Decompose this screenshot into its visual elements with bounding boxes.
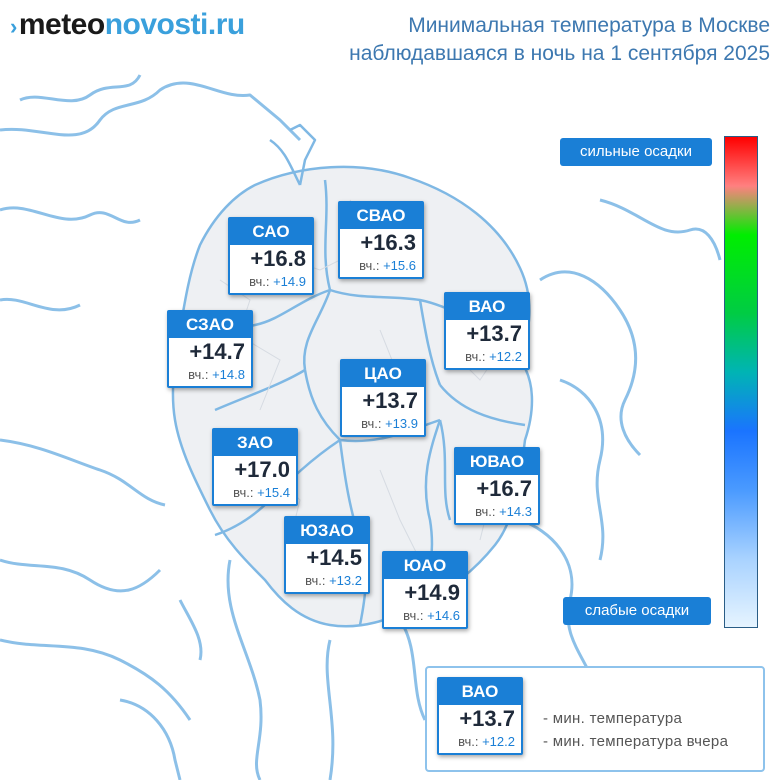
district-name: ЮАО — [384, 553, 466, 579]
prev-temperature: +14.3 — [499, 504, 532, 519]
prev-label: вч.: — [458, 734, 479, 749]
prev-temperature: +15.6 — [383, 258, 416, 273]
scale-label-heavy: сильные осадки — [560, 138, 712, 166]
min-temperature: +16.3 — [360, 230, 416, 255]
logo-part-meteo: meteo — [18, 8, 105, 41]
district-name: ЗАО — [214, 430, 296, 456]
scale-label-light: слабые осадки — [563, 597, 711, 625]
prev-temperature-row: вч.: +15.4 — [214, 482, 296, 504]
prev-temperature-row: вч.: +14.6 — [384, 605, 466, 627]
district-card-tsao[interactable]: ЦАО +13.7 вч.: +13.9 — [340, 359, 426, 437]
prev-temperature: +13.2 — [329, 573, 362, 588]
precipitation-color-scale — [724, 136, 758, 628]
prev-label: вч.: — [188, 367, 209, 382]
legend-example-card: ВАО +13.7 вч.: +12.2 — [437, 677, 523, 755]
logo-part-novosti: novosti.ru — [104, 8, 246, 41]
legend-line-min-temp: - мин. температура — [543, 710, 683, 727]
district-card-yuao[interactable]: ЮАО +14.9 вч.: +14.6 — [382, 551, 468, 629]
min-temperature: +13.7 — [459, 706, 515, 731]
prev-label: вч.: — [233, 485, 254, 500]
prev-label: вч.: — [465, 349, 486, 364]
prev-temperature: +14.8 — [212, 367, 245, 382]
min-temperature: +16.7 — [476, 476, 532, 501]
min-temperature: +14.7 — [189, 339, 245, 364]
min-temperature: +16.8 — [250, 246, 306, 271]
prev-label: вч.: — [305, 573, 326, 588]
prev-temperature: +13.9 — [385, 416, 418, 431]
min-temperature: +13.7 — [466, 321, 522, 346]
district-card-svao[interactable]: СВАО +16.3 вч.: +15.6 — [338, 201, 424, 279]
district-card-sao[interactable]: САО +16.8 вч.: +14.9 — [228, 217, 314, 295]
prev-temperature: +14.6 — [427, 608, 460, 623]
min-temperature: +14.5 — [306, 545, 362, 570]
prev-label: вч.: — [403, 608, 424, 623]
prev-temperature-row: вч.: +12.2 — [446, 346, 528, 368]
district-name: ВАО — [439, 679, 521, 705]
district-name: САО — [230, 219, 312, 245]
district-card-yuvao[interactable]: ЮВАО +16.7 вч.: +14.3 — [454, 447, 540, 525]
prev-temperature-row: вч.: +14.8 — [169, 364, 251, 386]
prev-label: вч.: — [359, 258, 380, 273]
prev-label: вч.: — [249, 274, 270, 289]
prev-temperature-row: вч.: +13.9 — [342, 413, 424, 435]
prev-temperature-row: вч.: +13.2 — [286, 570, 368, 592]
prev-temperature-row: вч.: +14.9 — [230, 271, 312, 293]
district-name: ЮЗАО — [286, 518, 368, 544]
page-title: Минимальная температура в Москве наблюда… — [349, 12, 770, 68]
prev-temperature: +12.2 — [489, 349, 522, 364]
prev-temperature-row: вч.: +15.6 — [340, 255, 422, 277]
prev-temperature: +14.9 — [273, 274, 306, 289]
prev-temperature-row: вч.: +12.2 — [439, 731, 521, 753]
district-card-vao[interactable]: ВАО +13.7 вч.: +12.2 — [444, 292, 530, 370]
district-name: СВАО — [340, 203, 422, 229]
site-logo[interactable]: ›meteonovosti.ru — [10, 8, 245, 42]
district-card-yuzao[interactable]: ЮЗАО +14.5 вч.: +13.2 — [284, 516, 370, 594]
prev-temperature: +12.2 — [482, 734, 515, 749]
prev-temperature: +15.4 — [257, 485, 290, 500]
district-name: ЮВАО — [456, 449, 538, 475]
prev-label: вч.: — [475, 504, 496, 519]
title-line-2: наблюдавшаяся в ночь на 1 сентября 2025 — [349, 42, 770, 65]
legend-line-prev-temp: - мин. температура вчера — [543, 733, 729, 750]
prev-temperature-row: вч.: +14.3 — [456, 501, 538, 523]
title-line-1: Минимальная температура в Москве — [408, 14, 770, 37]
district-name: СЗАО — [169, 312, 251, 338]
min-temperature: +14.9 — [404, 580, 460, 605]
logo-chevron: › — [10, 14, 17, 39]
district-name: ЦАО — [342, 361, 424, 387]
min-temperature: +13.7 — [362, 388, 418, 413]
min-temperature: +17.0 — [234, 457, 290, 482]
district-card-szao[interactable]: СЗАО +14.7 вч.: +14.8 — [167, 310, 253, 388]
prev-label: вч.: — [361, 416, 382, 431]
district-name: ВАО — [446, 294, 528, 320]
district-card-zao[interactable]: ЗАО +17.0 вч.: +15.4 — [212, 428, 298, 506]
